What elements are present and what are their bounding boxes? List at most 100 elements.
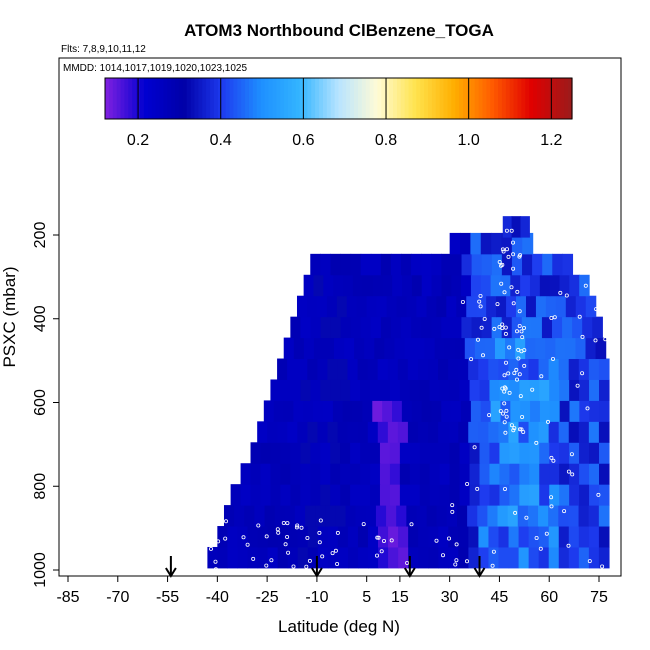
heatmap-cell xyxy=(342,400,354,422)
colorbar-segment xyxy=(248,78,254,119)
heatmap-cell xyxy=(552,253,563,276)
x-tick-label: 75 xyxy=(590,589,608,606)
heatmap-cell xyxy=(579,463,590,485)
colorbar-segment xyxy=(540,78,546,119)
colorbar-segment xyxy=(396,78,402,119)
sample-point xyxy=(500,322,505,327)
sample-point xyxy=(539,374,544,379)
sample-point xyxy=(299,525,304,530)
heatmap-cell xyxy=(539,484,550,506)
heatmap-cell xyxy=(451,316,463,339)
colorbar-segment xyxy=(322,78,328,119)
heatmap-cell xyxy=(490,274,502,297)
sample-point xyxy=(285,521,290,526)
heatmap-cell xyxy=(343,274,354,297)
heatmap-cell xyxy=(490,400,502,422)
heatmap-cell xyxy=(325,505,337,527)
heatmap-cell xyxy=(287,526,299,548)
heatmap-cell xyxy=(499,463,510,485)
heatmap-cell xyxy=(340,379,351,401)
heatmap-cell xyxy=(399,484,411,506)
sample-point xyxy=(450,503,455,508)
heatmap-cell xyxy=(355,505,367,527)
colorbar-segment xyxy=(443,78,449,119)
heatmap-cell xyxy=(227,546,239,569)
heatmap-cell xyxy=(552,316,563,339)
heatmap-cell xyxy=(414,337,426,360)
heatmap-cell xyxy=(449,379,461,401)
heatmap-cell xyxy=(582,316,593,339)
colorbar-segment xyxy=(291,78,297,119)
sample-point xyxy=(478,304,483,309)
heatmap-cell xyxy=(510,274,521,297)
sample-point xyxy=(434,538,439,543)
heatmap-cell xyxy=(217,526,228,548)
heatmap-cell xyxy=(357,526,369,548)
heatmap-cell xyxy=(468,421,479,443)
sample-point xyxy=(405,561,410,566)
colorbar-segment xyxy=(190,78,196,119)
heatmap-cell xyxy=(572,316,583,339)
colorbar-segment xyxy=(233,78,238,119)
heatmap-cell xyxy=(585,295,597,318)
colorbar-segment xyxy=(529,78,534,119)
heatmap-cell xyxy=(230,484,242,506)
sample-point xyxy=(479,325,484,330)
sample-point xyxy=(509,285,514,290)
heatmap-cell xyxy=(458,546,470,569)
heatmap-cell xyxy=(280,463,291,485)
sample-point xyxy=(510,240,515,245)
colorbar-segment xyxy=(287,78,293,119)
colorbar-segment xyxy=(252,78,258,119)
heatmap-cell xyxy=(297,526,309,548)
colorbar-segment xyxy=(377,78,382,119)
heatmap-cell xyxy=(367,526,379,548)
sample-point xyxy=(594,307,599,312)
heatmap-cell xyxy=(375,505,387,527)
sample-point xyxy=(307,558,312,563)
heatmap-cell xyxy=(448,526,459,548)
heatmap-cell xyxy=(411,253,422,276)
heatmap-cell xyxy=(389,484,401,506)
sample-point xyxy=(518,394,523,399)
heatmap-cell xyxy=(498,526,510,548)
sample-point xyxy=(593,338,598,343)
heatmap-cell xyxy=(491,232,503,255)
sample-point xyxy=(566,543,571,548)
heatmap-cell xyxy=(468,526,480,548)
colorbar-segment xyxy=(361,78,367,119)
heatmap-cell xyxy=(408,526,419,548)
heatmap-cell xyxy=(327,526,339,548)
heatmap-cell xyxy=(481,253,493,276)
colorbar-segment xyxy=(338,78,343,119)
heatmap-cell xyxy=(397,358,409,380)
heatmap-cell xyxy=(469,463,481,485)
colorbar-segment xyxy=(116,78,122,119)
colorbar-segment xyxy=(229,78,235,119)
heatmap-cell xyxy=(598,546,610,569)
x-tick-label: -40 xyxy=(206,589,229,606)
colorbar-segment xyxy=(171,78,176,119)
colorbar-segment xyxy=(455,78,460,119)
heatmap-cell xyxy=(569,484,580,506)
heatmap-cell xyxy=(568,546,580,569)
heatmap-cell xyxy=(327,421,339,443)
sample-point xyxy=(509,228,514,233)
heatmap-cell xyxy=(389,442,401,464)
heatmap-cell xyxy=(521,316,533,339)
colorbar-segment xyxy=(451,78,456,119)
sample-point xyxy=(566,469,571,474)
heatmap-cell xyxy=(470,232,482,255)
heatmap-cell xyxy=(323,337,335,360)
heatmap-cell xyxy=(539,274,551,297)
heatmap-cell xyxy=(539,379,550,401)
heatmap-cell xyxy=(589,442,600,464)
heatmap-cell xyxy=(337,546,349,569)
heatmap-cell xyxy=(558,546,570,569)
heatmap-cell xyxy=(327,546,339,569)
heatmap-cell xyxy=(599,463,610,485)
sample-point xyxy=(558,290,563,295)
heatmap-cell xyxy=(333,274,344,297)
heatmap-cell xyxy=(569,274,580,297)
heatmap-cell xyxy=(558,421,570,443)
